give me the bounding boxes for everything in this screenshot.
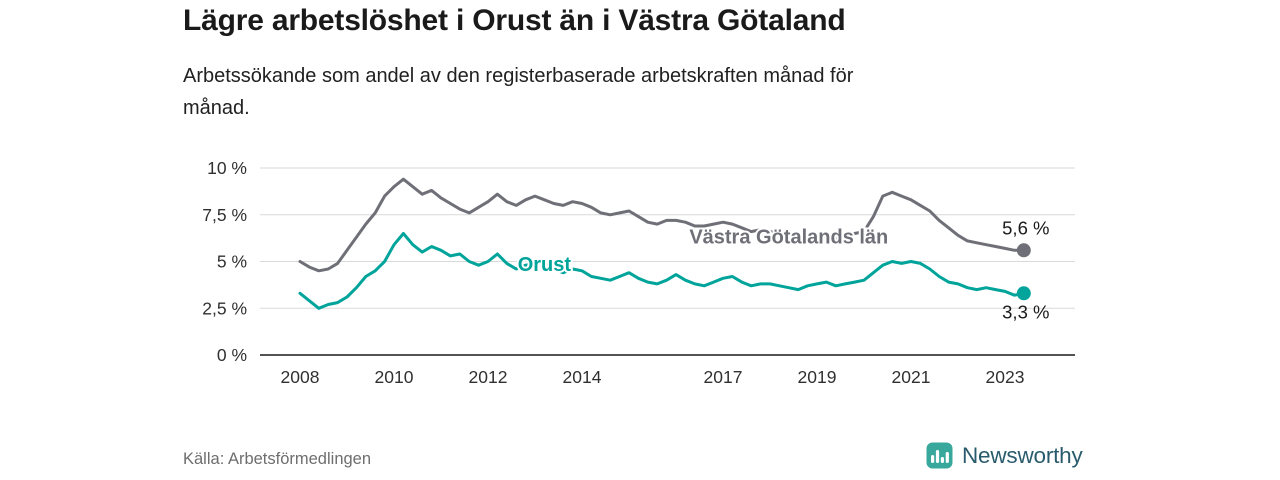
y-tick-label: 10 %: [207, 158, 247, 178]
x-tick-label: 2014: [563, 367, 602, 387]
series-label-orust: Orust: [518, 254, 572, 276]
line-orust: [298, 232, 1026, 310]
icon-bar: [931, 455, 935, 463]
x-tick-label: 2008: [281, 367, 320, 387]
x-axis-labels: 2008 2010 2012 2014 2017 2019 2021 2023: [281, 367, 1025, 387]
y-tick-label: 2,5 %: [202, 298, 247, 318]
gridlines: [260, 167, 1075, 309]
chart-subtitle-line-2: månad.: [183, 97, 250, 119]
y-tick-label: 0 %: [217, 345, 247, 365]
x-tick-label: 2012: [469, 367, 508, 387]
y-tick-label: 7,5 %: [202, 205, 247, 225]
y-tick-label: 5 %: [217, 252, 247, 272]
x-tick-label: 2019: [798, 367, 837, 387]
chart-subtitle-line-1: Arbetssökande som andel av den registerb…: [183, 65, 854, 87]
newsworthy-logo: Newsworthy: [926, 442, 1083, 469]
icon-bar: [945, 452, 949, 463]
y-axis-labels: 0 % 2,5 % 5 % 7,5 % 10 %: [202, 158, 247, 365]
x-tick-label: 2017: [704, 367, 743, 387]
chart-subtitle: Arbetssökande som andel av den registerb…: [183, 60, 853, 124]
brand-name: Newsworthy: [962, 442, 1083, 468]
end-value-label-vastra-gotalands-lan: 5,6 %: [1002, 217, 1049, 238]
x-tick-label: 2021: [892, 367, 931, 387]
newsworthy-icon: [926, 442, 953, 469]
chart-title: Lägre arbetslöshet i Orust än i Västra G…: [183, 4, 846, 37]
source-note: Källa: Arbetsförmedlingen: [183, 450, 372, 468]
unemployment-line-chart: 0 % 2,5 % 5 % 7,5 % 10 % 2008 2010 2012 2014 201…: [202, 158, 1075, 387]
line-vastra-gotalands-lan: [298, 177, 1026, 273]
x-tick-label: 2023: [986, 367, 1025, 387]
icon-bar: [940, 457, 944, 463]
end-dot-vastra-gotalands-lan: [1016, 243, 1031, 258]
icon-bar: [935, 450, 940, 463]
series-label-vastra-gotalands-lan: Västra Götalands län: [689, 227, 888, 249]
end-value-label-orust: 3,3 %: [1002, 301, 1049, 322]
end-dot-orust: [1016, 286, 1031, 301]
x-tick-label: 2010: [375, 367, 414, 387]
